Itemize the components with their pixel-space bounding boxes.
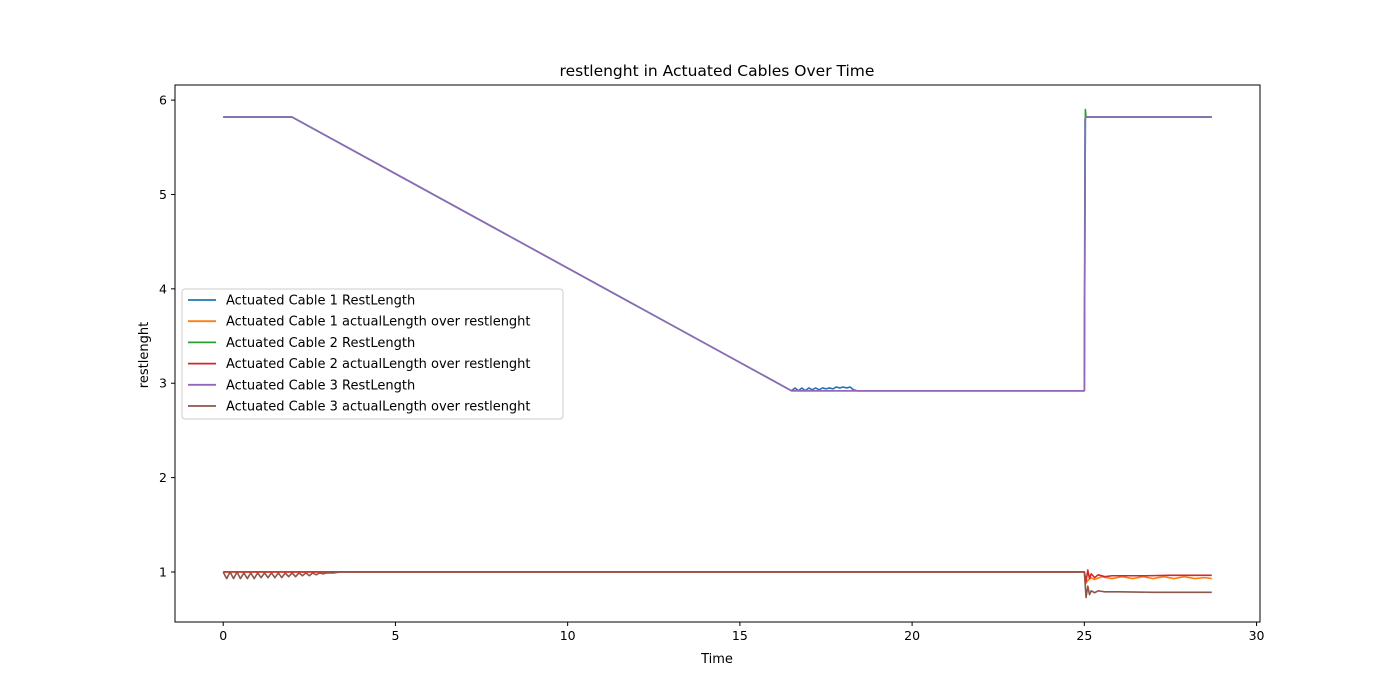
- y-axis-title: restlenght: [137, 322, 152, 388]
- legend-box: [181, 288, 564, 420]
- legend: Actuated Cable 1 RestLength Actuated Cabl…: [181, 288, 564, 420]
- legend-item: Actuated Cable 1 actualLength over restl…: [188, 315, 531, 330]
- plot-frame: [174, 84, 1261, 623]
- x-tick-label: 10: [560, 628, 576, 643]
- legend-item: Actuated Cable 2 actualLength over restl…: [188, 357, 531, 372]
- y-axis: 1 2 3 4 5 6: [159, 93, 175, 579]
- y-tick-label: 3: [159, 376, 167, 391]
- legend-label: Actuated Cable 3 actualLength over restl…: [226, 400, 531, 415]
- legend-label: Actuated Cable 1 RestLength: [226, 294, 415, 309]
- x-tick-label: 20: [904, 628, 920, 643]
- x-tick-label: 0: [219, 628, 227, 643]
- legend-item: Actuated Cable 2 RestLength: [188, 336, 415, 351]
- x-tick-label: 15: [732, 628, 748, 643]
- x-axis-title: Time: [700, 652, 733, 667]
- legend-item: Actuated Cable 3 RestLength: [188, 378, 415, 393]
- y-tick-label: 4: [159, 281, 167, 296]
- series-line-6: [222, 571, 1212, 599]
- series-line-5: [223, 116, 1212, 392]
- legend-label: Actuated Cable 2 actualLength over restl…: [226, 357, 531, 372]
- chart-title: restlenght in Actuated Cables Over Time: [560, 62, 875, 80]
- legend-item: Actuated Cable 3 actualLength over restl…: [188, 400, 531, 415]
- series-layer: [222, 108, 1212, 599]
- y-tick-label: 1: [159, 564, 167, 579]
- x-tick-label: 25: [1076, 628, 1092, 643]
- legend-label: Actuated Cable 2 RestLength: [226, 336, 415, 351]
- legend-label: Actuated Cable 3 RestLength: [226, 378, 415, 393]
- y-tick-label: 2: [159, 470, 167, 485]
- x-tick-label: 30: [1249, 628, 1265, 643]
- x-axis: 0 5 10 15 20 25 30: [219, 622, 1265, 643]
- series-line-2: [223, 571, 1212, 585]
- y-tick-label: 6: [159, 93, 167, 108]
- x-tick-label: 5: [391, 628, 399, 643]
- legend-label: Actuated Cable 1 actualLength over restl…: [226, 315, 531, 330]
- legend-item: Actuated Cable 1 RestLength: [188, 294, 415, 309]
- y-tick-label: 5: [159, 187, 167, 202]
